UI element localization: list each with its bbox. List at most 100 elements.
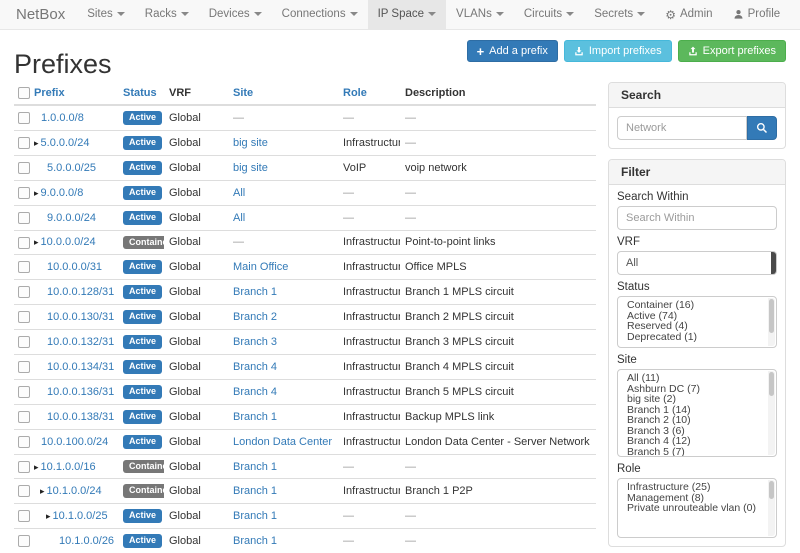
prefix-link[interactable]: 10.1.0.0/24: [46, 485, 102, 498]
prefix-link[interactable]: 5.0.0.0/25: [47, 161, 96, 174]
listbox-option[interactable]: Branch 5 (7): [627, 445, 685, 457]
listbox-scrollbar[interactable]: [768, 298, 775, 346]
search-button[interactable]: [747, 116, 777, 140]
site-link[interactable]: big site: [233, 136, 268, 149]
site-link[interactable]: Branch 3: [233, 336, 278, 349]
site-link[interactable]: London Data Center: [233, 435, 333, 448]
site-link[interactable]: All: [233, 186, 246, 199]
listbox-option[interactable]: Branch 2 (10): [627, 414, 691, 426]
row-checkbox[interactable]: [18, 161, 30, 174]
site-link[interactable]: Branch 1: [233, 410, 278, 423]
scrollbar-thumb[interactable]: [769, 481, 774, 499]
filter-input-search-within[interactable]: [617, 206, 777, 230]
prefix-link[interactable]: 10.0.100.0/24: [41, 435, 109, 448]
row-checkbox[interactable]: [18, 261, 30, 274]
row-checkbox[interactable]: [18, 435, 30, 448]
listbox-scrollbar[interactable]: [768, 371, 775, 455]
site-link[interactable]: Branch 1: [233, 485, 278, 498]
prefix-link[interactable]: 10.0.0.0/24: [40, 236, 96, 249]
listbox-option[interactable]: Deprecated (1): [627, 330, 698, 343]
site-link[interactable]: Branch 4: [233, 360, 278, 373]
row-checkbox[interactable]: [18, 385, 30, 398]
prefix-link[interactable]: 10.1.0.0/16: [40, 460, 96, 473]
listbox-option[interactable]: Infrastructure (25): [627, 481, 711, 493]
site-link[interactable]: Main Office: [233, 261, 289, 274]
row-checkbox[interactable]: [18, 535, 30, 548]
row-checkbox[interactable]: [18, 186, 30, 199]
nav-item-ip-space[interactable]: IP Space: [367, 0, 447, 29]
search-input[interactable]: [617, 116, 747, 140]
filter-listbox-role[interactable]: Infrastructure (25) Management (8) Private…: [617, 478, 777, 538]
nav-item-log-out[interactable]: Log out: [790, 0, 800, 29]
prefix-link[interactable]: 10.0.0.138/31: [47, 410, 115, 423]
site-link[interactable]: All: [233, 211, 246, 224]
column-sort-link[interactable]: Prefix: [34, 87, 65, 100]
prefix-link[interactable]: 10.0.0.130/31: [47, 311, 115, 324]
nav-item-secrets[interactable]: Secrets: [584, 0, 655, 29]
listbox-option[interactable]: Branch 3 (6): [627, 424, 685, 437]
row-checkbox[interactable]: [18, 236, 30, 249]
site-link[interactable]: Branch 1: [233, 286, 278, 299]
row-checkbox[interactable]: [18, 336, 30, 349]
listbox-option[interactable]: Container (16): [627, 299, 695, 311]
nav-item-racks[interactable]: Racks: [135, 0, 199, 29]
listbox-option[interactable]: Active (74): [627, 309, 678, 322]
site-link[interactable]: Branch 1: [233, 510, 278, 523]
row-checkbox[interactable]: [18, 211, 30, 224]
app-brand[interactable]: NetBox: [16, 6, 66, 23]
add-prefix-button[interactable]: + Add a prefix: [466, 40, 558, 62]
prefix-link[interactable]: 10.0.0.128/31: [47, 286, 115, 299]
filter-select-vrf[interactable]: All: [617, 251, 777, 275]
listbox-option[interactable]: Private unrouteable vlan (0): [627, 502, 756, 514]
nav-item-profile[interactable]: Profile: [723, 0, 791, 29]
nav-item-circuits[interactable]: Circuits: [514, 0, 584, 29]
listbox-option[interactable]: Branch 1 (14): [627, 403, 691, 416]
site-link[interactable]: Branch 2: [233, 311, 278, 324]
listbox-option[interactable]: Ashburn DC (7): [627, 382, 700, 395]
column-sort-link[interactable]: Status: [123, 87, 157, 100]
row-checkbox[interactable]: [18, 485, 30, 498]
nav-item-vlans[interactable]: VLANs: [446, 0, 514, 29]
prefix-link[interactable]: 10.0.0.132/31: [47, 336, 115, 349]
row-checkbox[interactable]: [18, 510, 30, 523]
prefix-link[interactable]: 10.0.0.136/31: [47, 385, 115, 398]
prefix-link[interactable]: 9.0.0.0/8: [40, 186, 84, 199]
export-prefixes-button[interactable]: Export prefixes: [677, 40, 786, 62]
filter-listbox-site[interactable]: All (11) Ashburn DC (7) big site (2) Branch…: [617, 369, 777, 457]
nav-item-admin[interactable]: ⚙ Admin: [655, 0, 722, 29]
prefix-link[interactable]: 5.0.0.0/24: [40, 136, 90, 149]
row-checkbox[interactable]: [18, 410, 30, 423]
prefix-link[interactable]: 10.1.0.0/25: [52, 510, 108, 523]
row-checkbox[interactable]: [18, 360, 30, 373]
prefix-link[interactable]: 10.0.0.134/31: [47, 360, 115, 373]
nav-item-connections[interactable]: Connections: [272, 0, 368, 29]
site-link[interactable]: Branch 1: [233, 460, 278, 473]
site-link[interactable]: Branch 1: [233, 535, 278, 548]
site-link[interactable]: Branch 4: [233, 385, 278, 398]
listbox-scrollbar[interactable]: [768, 480, 775, 536]
listbox-option[interactable]: Reserved (4): [627, 320, 688, 332]
nav-item-devices[interactable]: Devices: [199, 0, 272, 29]
scrollbar-thumb[interactable]: [769, 299, 774, 333]
prefix-link[interactable]: 10.0.0.0/31: [47, 261, 103, 274]
prefix-link[interactable]: 10.1.0.0/26: [59, 535, 115, 548]
import-prefixes-button[interactable]: Import prefixes: [563, 40, 672, 62]
row-checkbox[interactable]: [18, 311, 30, 324]
row-checkbox[interactable]: [18, 460, 30, 473]
row-checkbox[interactable]: [18, 286, 30, 299]
listbox-option[interactable]: big site (2): [627, 393, 677, 405]
listbox-option[interactable]: All (11): [627, 372, 660, 384]
select-all-checkbox[interactable]: [18, 87, 30, 100]
site-link[interactable]: big site: [233, 161, 268, 174]
scrollbar-thumb[interactable]: [769, 372, 774, 396]
row-checkbox[interactable]: [18, 136, 30, 149]
column-sort-link[interactable]: Role: [343, 87, 367, 100]
filter-listbox-status[interactable]: Container (16) Active (74) Reserved (4) Dep…: [617, 296, 777, 348]
listbox-option[interactable]: Branch 4 (12): [627, 435, 691, 447]
listbox-option[interactable]: Management (8): [627, 491, 705, 504]
prefix-link[interactable]: 9.0.0.0/24: [47, 211, 96, 224]
prefix-link[interactable]: 1.0.0.0/8: [41, 112, 84, 125]
row-checkbox[interactable]: [18, 112, 30, 125]
column-sort-link[interactable]: Site: [233, 87, 254, 100]
nav-item-sites[interactable]: Sites: [77, 0, 135, 29]
